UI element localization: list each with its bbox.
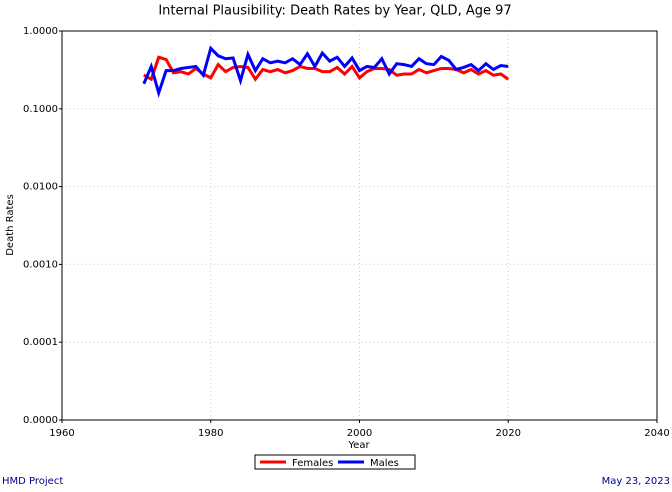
y-tick-label: 0.0000 [23, 415, 58, 426]
legend-label: Males [370, 458, 399, 469]
series-line [142, 45, 509, 99]
x-tick-label: 2040 [644, 428, 669, 439]
x-tick-label: 2020 [496, 428, 521, 439]
y-tick-label: 0.0001 [23, 337, 58, 348]
y-tick-label: 0.0100 [23, 182, 58, 193]
y-tick-label: 1.0000 [23, 26, 58, 37]
x-axis-label: Year [347, 440, 370, 451]
footer-right: May 23, 2023 [602, 476, 670, 487]
x-tick-label: 1960 [49, 428, 74, 439]
chart-title: Internal Plausibility: Death Rates by Ye… [158, 4, 511, 19]
legend-box [254, 454, 416, 470]
x-tick-label: 2000 [347, 428, 372, 439]
footer-left: HMD Project [2, 476, 63, 487]
plot-frame [61, 30, 658, 421]
x-tick-label: 1980 [198, 428, 223, 439]
y-tick-label: 0.0010 [23, 259, 58, 270]
legend-label: Females [292, 458, 333, 469]
y-axis-label: Death Rates [5, 194, 16, 256]
y-tick-label: 0.1000 [23, 104, 58, 115]
